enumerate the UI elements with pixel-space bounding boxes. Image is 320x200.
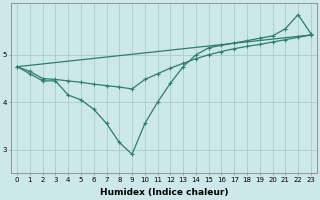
X-axis label: Humidex (Indice chaleur): Humidex (Indice chaleur) <box>100 188 228 197</box>
